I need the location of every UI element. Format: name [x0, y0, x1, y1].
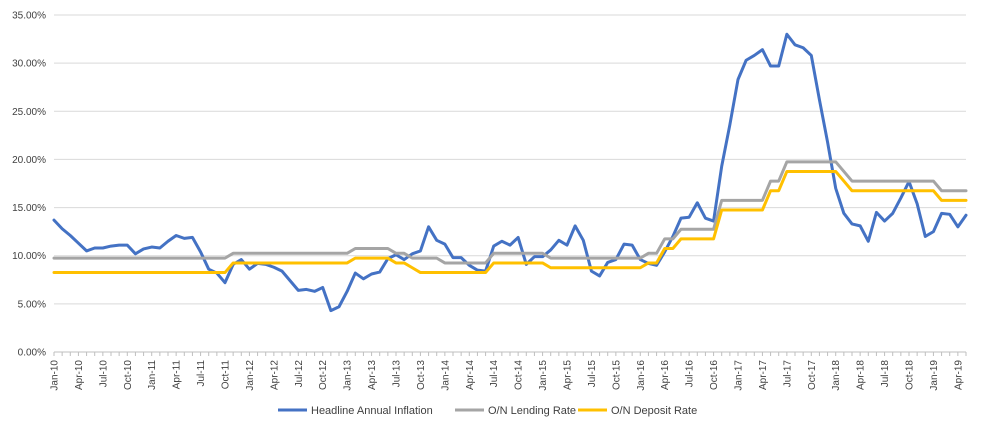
x-tick-label: Oct-12 — [318, 360, 329, 390]
x-tick-label: Jul-17 — [782, 360, 793, 388]
x-tick-label: Apr-12 — [269, 360, 280, 390]
x-tick-label: Jan-10 — [50, 360, 61, 391]
y-tick-label: 5.00% — [18, 299, 46, 310]
x-tick-label: Oct-10 — [123, 360, 134, 390]
x-tick-label: Jan-13 — [343, 360, 354, 391]
x-tick-label: Apr-14 — [465, 360, 476, 390]
gridlines — [54, 14, 966, 305]
x-tick-label: Jan-14 — [440, 360, 451, 391]
y-tick-label: 0.00% — [18, 348, 46, 359]
x-tick-label: Jan-18 — [831, 360, 842, 391]
y-tick-label: 30.00% — [12, 59, 46, 70]
x-tick-label: Jan-16 — [636, 360, 647, 391]
x-tick-label: Jul-16 — [685, 360, 696, 388]
x-tick-label: Jan-15 — [538, 360, 549, 391]
y-tick-label: 35.00% — [12, 11, 46, 22]
x-tick-label: Apr-16 — [660, 360, 671, 390]
x-tick-label: Oct-11 — [221, 360, 232, 390]
legend-label: Headline Annual Inflation — [311, 405, 433, 417]
legend-label: O/N Deposit Rate — [611, 405, 697, 417]
x-tick-label: Apr-13 — [367, 360, 378, 390]
x-tick-label: Jul-12 — [294, 360, 305, 388]
x-tick-label: Jan-12 — [245, 360, 256, 391]
series-lines — [52, 32, 968, 313]
y-tick-label: 15.00% — [12, 203, 46, 214]
legend-item: Headline Annual Inflation — [278, 405, 433, 417]
x-tick-label: Jul-15 — [587, 360, 598, 388]
x-tick-label: Jul-13 — [392, 360, 403, 388]
x-tick-label: Apr-11 — [172, 360, 183, 390]
x-tick-label: Jul-10 — [98, 360, 109, 388]
x-tick-label: Apr-15 — [563, 360, 574, 390]
x-tick-label: Oct-16 — [709, 360, 720, 390]
x-tick-label: Jul-14 — [489, 360, 500, 388]
y-tick-label: 10.00% — [12, 251, 46, 262]
x-tick-label: Oct-14 — [514, 360, 525, 390]
x-tick-label: Oct-18 — [905, 360, 916, 390]
x-tick-label: Jul-11 — [196, 360, 207, 387]
x-tick-label: Oct-13 — [416, 360, 427, 390]
legend-label: O/N Lending Rate — [488, 405, 576, 417]
axes: 0.00% 5.00% 10.00% 15.00% 20.00% 25.00% 30.00%… — [12, 11, 967, 391]
y-tick-label: 20.00% — [12, 155, 46, 166]
x-tick-label: Apr-17 — [758, 360, 769, 390]
x-tick-label: Jan-11 — [147, 360, 158, 390]
x-tick-label: Jan-17 — [734, 360, 745, 391]
x-tick-label: Apr-18 — [856, 360, 867, 390]
x-tick-label: Oct-17 — [807, 360, 818, 390]
y-tick-label: 25.00% — [12, 107, 46, 118]
o-n-lending-rate-line — [52, 160, 968, 265]
x-tick-label: Jul-18 — [880, 360, 891, 388]
legend: Headline Annual Inflation O/N Lending Rat… — [278, 405, 697, 417]
legend-item: O/N Lending Rate — [455, 405, 576, 417]
legend-item: O/N Deposit Rate — [578, 405, 697, 417]
x-tick-label: Oct-15 — [611, 360, 622, 390]
x-tick-label: Apr-10 — [74, 360, 85, 390]
x-tick-label: Apr-19 — [953, 360, 964, 390]
x-tick-label: Jan-19 — [929, 360, 940, 391]
